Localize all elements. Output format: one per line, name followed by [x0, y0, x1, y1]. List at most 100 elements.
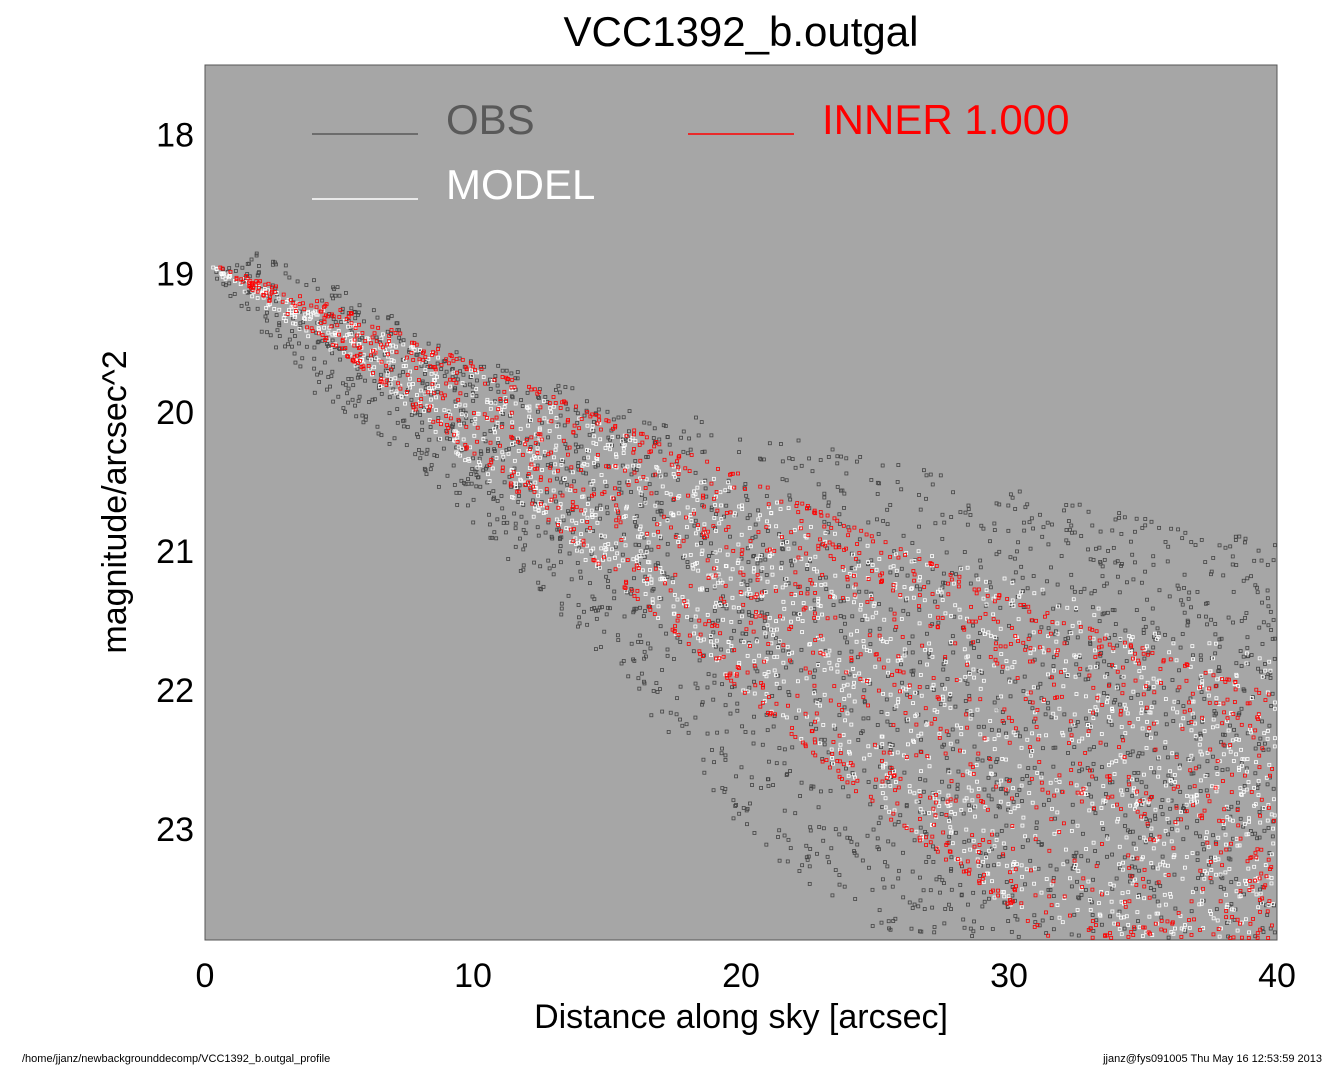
- data-point: [842, 697, 847, 701]
- data-point: [258, 279, 262, 284]
- data-point: [1015, 793, 1019, 797]
- data-point: [693, 470, 698, 475]
- data-point: [959, 808, 964, 812]
- data-point: [968, 716, 973, 721]
- data-point: [1184, 678, 1189, 683]
- data-point: [815, 635, 820, 640]
- data-point: [784, 665, 789, 670]
- data-point: [1237, 711, 1242, 716]
- data-point: [743, 487, 747, 491]
- data-point: [521, 567, 526, 572]
- data-point: [611, 496, 616, 501]
- data-point: [1031, 630, 1036, 635]
- data-point: [962, 925, 967, 930]
- data-point: [585, 622, 590, 627]
- data-point: [1049, 817, 1054, 822]
- data-point: [423, 355, 428, 360]
- data-point: [1152, 894, 1157, 899]
- data-point: [431, 419, 436, 424]
- data-point: [1254, 687, 1259, 692]
- data-point: [1168, 778, 1173, 782]
- data-point: [1065, 605, 1070, 610]
- data-point: [356, 398, 361, 403]
- data-point: [640, 553, 645, 558]
- data-point: [1031, 685, 1036, 690]
- data-point: [996, 595, 1001, 600]
- data-point: [343, 409, 347, 414]
- data-point: [1168, 806, 1173, 811]
- data-point: [777, 639, 781, 644]
- data-point: [595, 520, 600, 525]
- data-point: [1075, 635, 1080, 640]
- data-point: [1076, 895, 1081, 900]
- data-point: [1204, 836, 1208, 840]
- data-point: [1030, 800, 1035, 805]
- data-point: [980, 904, 985, 909]
- data-point: [357, 359, 362, 363]
- data-point: [546, 517, 551, 522]
- data-point: [331, 317, 336, 321]
- data-point: [324, 335, 329, 340]
- data-point: [1145, 644, 1149, 649]
- data-point: [1039, 625, 1044, 630]
- data-point: [756, 508, 761, 513]
- data-point: [323, 313, 328, 318]
- data-point: [696, 568, 701, 573]
- data-point: [1134, 608, 1139, 612]
- data-point: [1214, 872, 1218, 877]
- data-point: [1094, 629, 1099, 634]
- data-point: [598, 503, 603, 508]
- data-point: [965, 522, 970, 527]
- data-point: [852, 849, 856, 853]
- data-point: [1046, 887, 1051, 892]
- data-point: [397, 373, 402, 378]
- data-point: [735, 561, 740, 565]
- data-point: [976, 724, 981, 729]
- data-point: [592, 434, 597, 439]
- data-point: [1217, 759, 1222, 764]
- data-point: [457, 402, 462, 407]
- data-point: [657, 596, 662, 600]
- data-point: [665, 518, 670, 523]
- data-point: [668, 492, 673, 497]
- data-point: [812, 616, 817, 620]
- data-point: [556, 505, 561, 510]
- data-point: [992, 528, 997, 532]
- data-point: [782, 761, 787, 766]
- data-point: [1051, 927, 1056, 932]
- data-point: [958, 510, 963, 515]
- data-point: [394, 389, 399, 394]
- data-point: [1189, 899, 1194, 904]
- data-point: [412, 333, 417, 337]
- data-point: [525, 406, 530, 410]
- data-point: [303, 312, 308, 317]
- data-point: [902, 770, 907, 775]
- data-point: [1142, 896, 1147, 901]
- data-point: [1118, 636, 1123, 641]
- data-point: [1265, 596, 1270, 601]
- data-point: [823, 575, 828, 580]
- data-point: [580, 494, 584, 499]
- data-point: [261, 293, 266, 298]
- data-point: [1004, 757, 1008, 762]
- data-point: [991, 787, 996, 792]
- data-point: [981, 828, 986, 833]
- data-point: [1244, 651, 1249, 656]
- data-point: [357, 303, 362, 308]
- data-point: [1143, 624, 1148, 629]
- data-point: [315, 299, 320, 304]
- data-point: [411, 358, 416, 362]
- data-point: [1248, 723, 1253, 728]
- data-point: [1131, 933, 1136, 937]
- data-point: [886, 780, 891, 784]
- data-point: [1231, 759, 1236, 763]
- data-point: [706, 672, 711, 677]
- data-point: [1054, 777, 1059, 782]
- data-point: [962, 849, 967, 853]
- data-point: [961, 917, 966, 922]
- data-point: [1177, 668, 1181, 673]
- data-point: [617, 563, 622, 568]
- data-point: [520, 452, 525, 457]
- data-point: [1165, 919, 1170, 924]
- data-point: [946, 581, 951, 586]
